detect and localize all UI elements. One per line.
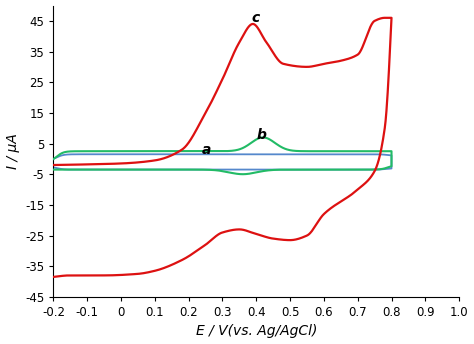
Text: a: a <box>202 143 211 157</box>
Text: c: c <box>251 11 259 25</box>
Text: b: b <box>256 128 266 142</box>
X-axis label: E / V(vs. Ag/AgCl): E / V(vs. Ag/AgCl) <box>196 324 317 338</box>
Y-axis label: I / μA: I / μA <box>6 133 19 169</box>
